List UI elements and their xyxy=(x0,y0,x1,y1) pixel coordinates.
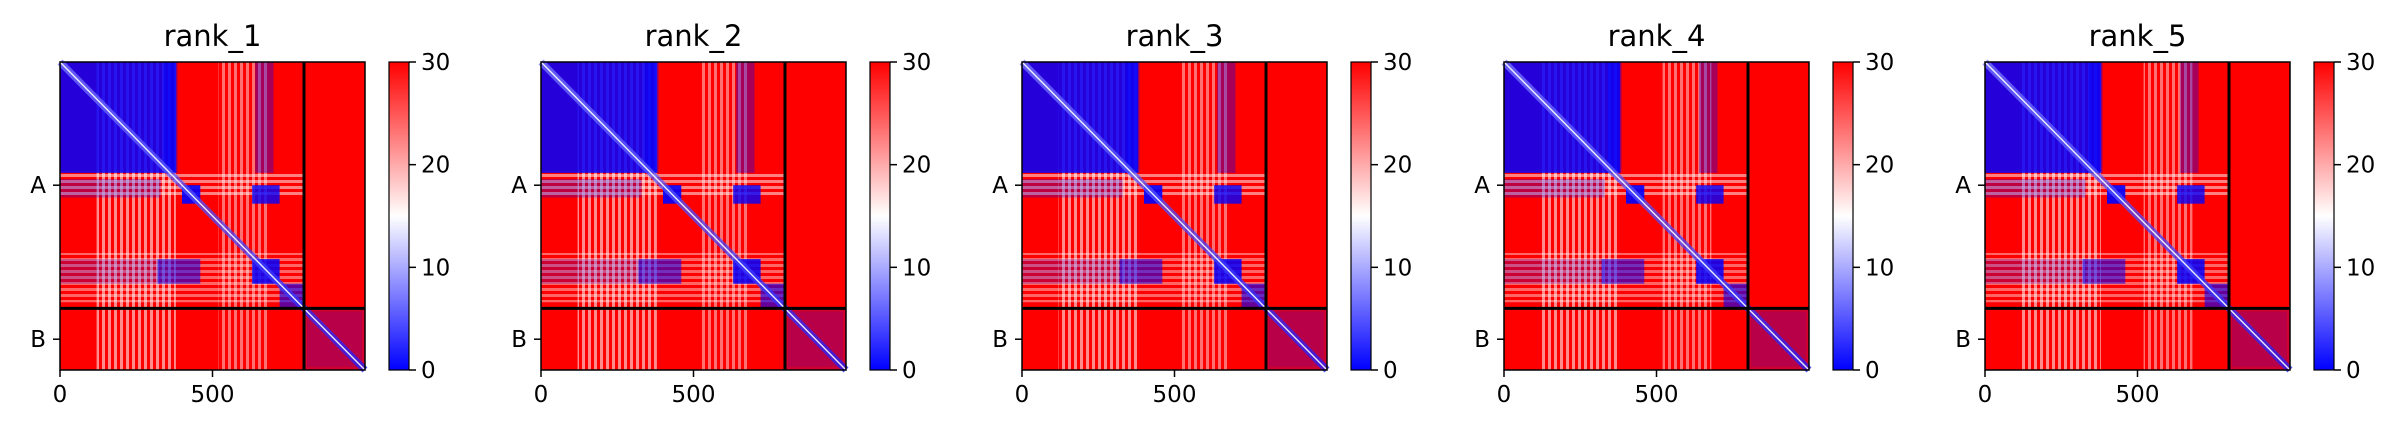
diagonal-line xyxy=(59,61,366,371)
y-tick-label: A xyxy=(1474,173,1490,199)
low-error-block xyxy=(1601,259,1645,284)
colorbar xyxy=(1350,61,1372,371)
low-error-block xyxy=(1217,62,1236,173)
low-error-block xyxy=(1985,179,2086,198)
diagonal-line xyxy=(1984,61,2291,371)
low-error-block xyxy=(1696,185,1724,204)
y-tick-label: A xyxy=(1955,173,1971,199)
y-tick-label: B xyxy=(1474,327,1490,353)
x-tick-label: 0 xyxy=(53,382,68,408)
x-tick-label: 0 xyxy=(1978,382,1993,408)
low-error-block xyxy=(255,62,274,173)
colorbar-tick-label: 20 xyxy=(1383,153,1412,179)
colorbar-tick-label: 10 xyxy=(902,255,931,281)
y-tick-label: B xyxy=(992,327,1008,353)
low-error-block xyxy=(1022,259,1123,284)
y-tick-label: B xyxy=(1955,327,1971,353)
colorbar-tick-label: 10 xyxy=(421,255,450,281)
low-error-block xyxy=(1504,259,1605,284)
low-error-block xyxy=(1125,62,1140,173)
panel-title: rank_4 xyxy=(1608,19,1706,53)
heatmap-panel-2: rank_2 0 500 A B 0 10 20 30 xyxy=(511,19,931,408)
x-tick-label: 500 xyxy=(2116,382,2160,408)
heatmap-texture xyxy=(2143,62,2193,370)
low-error-block xyxy=(252,185,280,204)
colorbar-tick-label: 0 xyxy=(421,358,436,384)
colorbar-tick-label: 0 xyxy=(2346,358,2361,384)
y-tick-label: B xyxy=(30,327,46,353)
low-error-block xyxy=(163,62,178,173)
low-error-block xyxy=(1119,259,1163,284)
low-error-block xyxy=(2088,62,2103,173)
panel-title: rank_1 xyxy=(164,19,262,53)
colorbar-tick-label: 30 xyxy=(902,50,931,76)
colorbar-tick-label: 10 xyxy=(2346,255,2375,281)
heatmap-panel-4: rank_4 0 500 A B 0 10 20 30 xyxy=(1474,19,1894,408)
low-error-block xyxy=(2180,62,2199,173)
low-error-block xyxy=(1607,62,1622,173)
heatmap-panel-5: rank_5 0 500 A B 0 10 20 30 xyxy=(1955,19,2375,408)
colorbar xyxy=(869,61,891,371)
colorbar-tick-label: 0 xyxy=(1865,358,1880,384)
diagonal-line xyxy=(1021,61,1328,371)
panel-title: rank_5 xyxy=(2089,19,2187,53)
x-tick-label: 0 xyxy=(534,382,549,408)
heatmap-texture xyxy=(218,62,268,370)
y-tick-label: A xyxy=(30,173,46,199)
low-error-block xyxy=(1022,179,1123,198)
heatmap-texture xyxy=(699,62,749,370)
y-tick-label: B xyxy=(511,327,527,353)
low-error-block xyxy=(736,62,755,173)
colorbar-tick-label: 30 xyxy=(1865,50,1894,76)
x-tick-label: 500 xyxy=(1635,382,1679,408)
low-error-block xyxy=(638,259,682,284)
colorbar-tick-label: 10 xyxy=(1865,255,1894,281)
diagonal-line xyxy=(1503,61,1810,371)
colorbar-tick-label: 30 xyxy=(1383,50,1412,76)
y-tick-label: A xyxy=(992,173,1008,199)
colorbar xyxy=(388,61,410,371)
low-error-block xyxy=(541,179,642,198)
heatmap-panel-3: rank_3 0 500 A B 0 10 20 30 xyxy=(992,19,1412,408)
colorbar-tick-label: 10 xyxy=(1383,255,1412,281)
x-tick-label: 500 xyxy=(191,382,235,408)
low-error-block xyxy=(1985,259,2086,284)
colorbar-tick-label: 20 xyxy=(2346,153,2375,179)
low-error-block xyxy=(60,259,161,284)
x-tick-label: 0 xyxy=(1015,382,1030,408)
low-error-block xyxy=(541,259,642,284)
x-tick-label: 500 xyxy=(672,382,716,408)
low-error-block xyxy=(60,179,161,198)
colorbar xyxy=(2313,61,2335,371)
panel-title: rank_3 xyxy=(1126,19,1224,53)
low-error-block xyxy=(2177,185,2205,204)
colorbar-tick-label: 20 xyxy=(902,153,931,179)
low-error-block xyxy=(1504,179,1605,198)
colorbar-tick-label: 0 xyxy=(902,358,917,384)
low-error-block xyxy=(2082,259,2126,284)
y-tick-label: A xyxy=(511,173,527,199)
x-tick-label: 500 xyxy=(1153,382,1197,408)
panel-title: rank_2 xyxy=(645,19,743,53)
colorbar xyxy=(1832,61,1854,371)
colorbar-tick-label: 20 xyxy=(1865,153,1894,179)
low-error-block xyxy=(157,259,201,284)
colorbar-tick-label: 0 xyxy=(1383,358,1398,384)
colorbar-tick-label: 30 xyxy=(421,50,450,76)
low-error-block xyxy=(644,62,659,173)
low-error-block xyxy=(733,185,761,204)
diagonal-line xyxy=(540,61,847,371)
heatmap-texture xyxy=(1662,62,1712,370)
heatmap-panel-1: rank_1 0 500 A B 0 10 20 30 xyxy=(30,19,450,408)
low-error-block xyxy=(1214,185,1242,204)
colorbar-tick-label: 30 xyxy=(2346,50,2375,76)
low-error-block xyxy=(1699,62,1718,173)
colorbar-tick-label: 20 xyxy=(421,153,450,179)
x-tick-label: 0 xyxy=(1497,382,1512,408)
heatmap-texture xyxy=(1180,62,1230,370)
